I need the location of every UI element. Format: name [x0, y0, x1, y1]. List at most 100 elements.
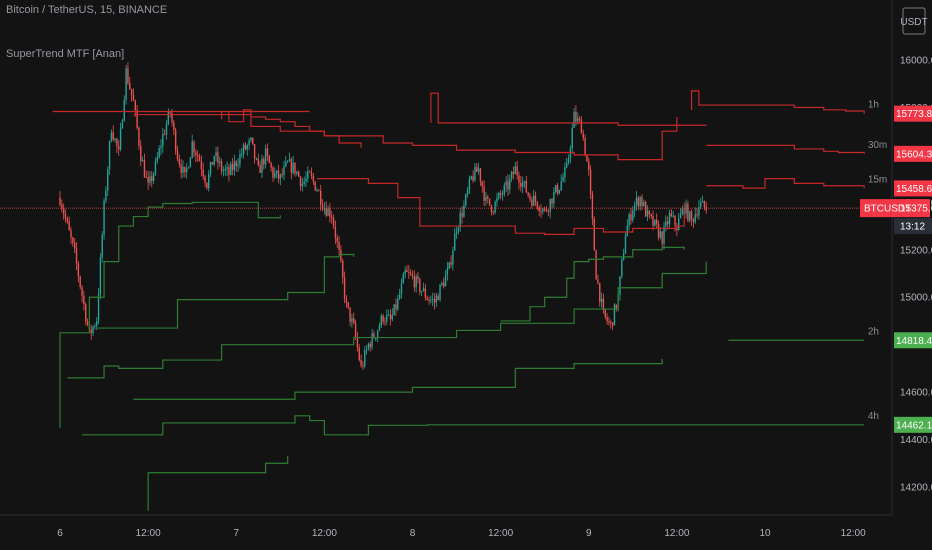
supertrend-4h-line — [67, 261, 707, 379]
candle-body — [477, 168, 480, 172]
x-tick-label: 12:00 — [136, 528, 161, 539]
candle-body — [174, 129, 177, 151]
candle-body — [118, 146, 120, 150]
timeframe-label-15m: 15m — [868, 174, 887, 185]
candle-body — [149, 176, 151, 183]
candle-body — [391, 315, 394, 320]
candle-body — [560, 181, 562, 190]
candle-body — [184, 166, 186, 173]
candle-body — [73, 243, 76, 249]
candle-body — [242, 144, 245, 154]
candle-body — [487, 196, 489, 199]
candle-body — [81, 287, 83, 296]
candle-body — [619, 276, 621, 295]
candle-body — [252, 137, 254, 145]
candle-body — [606, 316, 608, 322]
candle-body — [70, 230, 72, 238]
candle-body — [334, 226, 337, 238]
price-tag-box — [894, 180, 932, 197]
candles — [59, 62, 707, 370]
candle-body — [571, 127, 573, 149]
candle-body — [644, 202, 647, 217]
candle-body — [132, 95, 135, 101]
candle-body — [105, 190, 107, 201]
price-tag-green: 14818.48 — [894, 332, 932, 349]
timeframe-label-4h: 4h — [868, 411, 879, 422]
countdown-box — [894, 218, 932, 235]
candle-body — [230, 164, 232, 175]
candle-body — [580, 120, 583, 134]
y-tick-label: 16000.00 — [900, 56, 932, 67]
candle-body — [444, 275, 447, 287]
candle-body — [79, 276, 81, 288]
candle-body — [690, 211, 693, 220]
supertrend-lines — [52, 90, 865, 511]
candle-body — [650, 214, 652, 216]
candle-body — [411, 274, 414, 277]
candle-body — [171, 112, 173, 123]
candle-body — [360, 359, 362, 366]
candle-body — [228, 167, 230, 175]
candle-body — [466, 190, 469, 195]
candle-body — [272, 167, 274, 178]
candle-body — [189, 157, 192, 168]
candle-body — [211, 162, 214, 165]
x-tick-label: 12:00 — [664, 528, 689, 539]
candle-body — [409, 272, 412, 275]
supertrend-4h-line — [147, 456, 289, 511]
candle-body — [501, 194, 504, 196]
candle-body — [657, 223, 660, 238]
candle-body — [452, 250, 454, 265]
candle-body — [413, 276, 416, 288]
candle-body — [358, 347, 360, 360]
candle-body — [325, 208, 327, 216]
candle-body — [75, 248, 78, 264]
candle-body — [600, 298, 603, 302]
candle-body — [582, 133, 584, 139]
candle-body — [235, 161, 237, 167]
y-tick-label: 14400.00 — [900, 435, 932, 446]
price-tag-red: 15773.83 — [894, 105, 932, 122]
candle-body — [356, 337, 359, 348]
candle-body — [154, 161, 157, 174]
timeframe-label-1h: 1h — [868, 100, 879, 111]
candle-body — [455, 231, 458, 234]
candle-body — [86, 321, 89, 325]
candle-body — [578, 118, 581, 121]
candle-body — [624, 236, 627, 254]
candle-body — [505, 181, 507, 186]
candle-body — [204, 176, 206, 183]
x-tick-label: 7 — [233, 528, 239, 539]
candle-body — [593, 218, 595, 251]
candle-body — [92, 326, 94, 334]
candle-body — [551, 198, 553, 204]
candle-body — [173, 122, 175, 130]
candle-body — [441, 282, 443, 285]
candle-body — [485, 196, 487, 201]
candle-body — [268, 155, 270, 163]
candle-body — [331, 217, 333, 219]
candle-body — [329, 208, 331, 218]
candle-body — [687, 203, 689, 221]
candle-body — [336, 237, 338, 242]
candle-body — [141, 160, 144, 162]
candle-body — [224, 169, 226, 171]
candle-body — [147, 177, 149, 183]
candle-body — [327, 208, 329, 216]
candle-body — [670, 213, 673, 217]
candle-body — [692, 219, 695, 223]
candle-body — [209, 162, 212, 175]
candle-body — [108, 141, 111, 170]
candle-body — [448, 262, 450, 269]
current-price-value: 15375.60 — [900, 204, 932, 215]
candle-body — [395, 304, 397, 310]
price-tag-value: 14462.11 — [896, 420, 932, 431]
candle-body — [700, 202, 702, 207]
supertrend-2h-line — [500, 246, 685, 322]
candle-body — [488, 198, 491, 206]
candle-body — [433, 299, 436, 303]
candle-body — [305, 178, 307, 182]
candle-body — [318, 190, 320, 192]
candle-body — [195, 152, 197, 155]
